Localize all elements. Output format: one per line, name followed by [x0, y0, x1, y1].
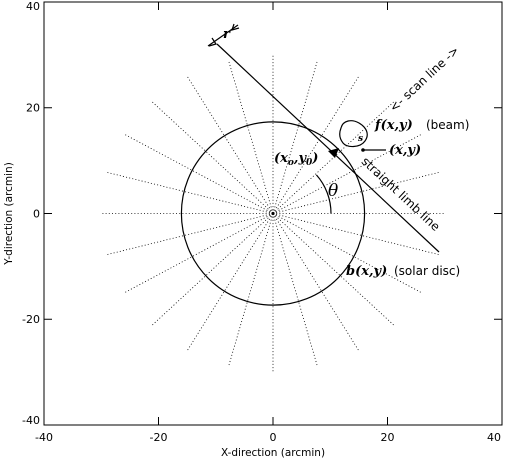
- x-tick-label: 20: [381, 431, 395, 444]
- radial-ray: [151, 213, 274, 326]
- radial-ray: [272, 213, 422, 294]
- radial-ray: [272, 213, 360, 352]
- radial-ray: [107, 213, 274, 255]
- y-tick-label: -40: [22, 414, 40, 427]
- x0y0-label: (xo,y0): [274, 151, 318, 168]
- y0-sub: 0: [306, 158, 313, 168]
- radial-ray: [151, 101, 274, 214]
- r-label: r: [223, 27, 231, 42]
- beam-label: (beam): [426, 118, 469, 132]
- solar-disc-label: (solar disc): [394, 264, 460, 278]
- limb-point-marker: [328, 148, 339, 158]
- radial-ray: [272, 101, 395, 214]
- radial-ray: [272, 213, 395, 326]
- radial-ray: [124, 213, 274, 294]
- radial-ray: [272, 213, 439, 255]
- x0-sub: o: [288, 158, 294, 168]
- radial-ray: [228, 213, 274, 367]
- theta-label: θ: [328, 181, 338, 201]
- y-tick-label: 20: [26, 102, 40, 115]
- limb-line-label: straight limb line: [359, 154, 443, 234]
- x-tick-label: 40: [487, 431, 501, 444]
- beam-contour: [339, 120, 368, 148]
- radial-ray: [186, 75, 274, 214]
- radial-ray: [272, 60, 318, 214]
- x-tick-label: -20: [150, 431, 168, 444]
- y-tick-label: -20: [22, 313, 40, 326]
- scan-line-label: <- scan line ->: [387, 43, 462, 114]
- x-tick-label: -40: [35, 431, 53, 444]
- x-tick-label: 0: [270, 431, 277, 444]
- x-axis-label: X-direction (arcmin): [221, 447, 325, 459]
- x0-open: (x: [274, 151, 288, 166]
- y-tick-label: 0: [33, 208, 40, 221]
- tick-marks: [43, 2, 503, 425]
- y0-mid: ,y: [293, 151, 308, 166]
- y-axis-label: Y-direction (arcmin): [3, 162, 15, 266]
- theta-arc: [315, 174, 332, 214]
- y-tick-label: 40: [26, 0, 40, 13]
- xy-label: (x,y): [389, 143, 421, 158]
- radial-ray: [107, 172, 274, 214]
- x0y0-close: ): [311, 151, 318, 166]
- solar-disc-circle: [180, 121, 366, 306]
- straight-limb-line: [216, 43, 440, 253]
- radial-ray: [272, 213, 318, 367]
- b-label: b(x,y): [346, 264, 387, 279]
- f-label: f(x,y): [374, 118, 413, 133]
- s-label: s: [358, 134, 363, 144]
- disc-center-dot: [271, 211, 275, 216]
- radial-ray: [272, 75, 360, 214]
- radial-ray: [186, 213, 274, 352]
- radial-ray: [228, 60, 274, 214]
- r-width-marker: [207, 23, 240, 47]
- radial-ray: [124, 133, 274, 214]
- radial-rays: [101, 54, 445, 373]
